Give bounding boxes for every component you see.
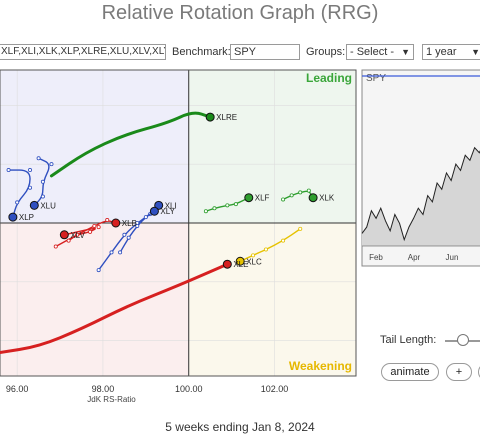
x-tick-label: 102.00 bbox=[261, 384, 289, 394]
period-select[interactable]: 1 year ▼ bbox=[422, 44, 480, 60]
series-point bbox=[233, 202, 238, 207]
plot-border bbox=[0, 69, 357, 377]
series-label: XLRE bbox=[216, 113, 237, 122]
spy-line bbox=[361, 146, 480, 242]
series-label: XLB bbox=[122, 219, 137, 228]
series-point bbox=[75, 232, 80, 237]
series-point bbox=[298, 190, 303, 195]
symbols-input[interactable]: XLF,XLI,XLK,XLP,XLRE,XLU,XLV,XLY bbox=[0, 44, 166, 60]
series-head bbox=[8, 212, 18, 222]
series-head bbox=[308, 193, 318, 203]
footer-date: 5 weeks ending Jan 8, 2024 bbox=[165, 420, 315, 434]
series-point bbox=[212, 206, 217, 211]
series-point bbox=[263, 247, 268, 252]
series-line bbox=[49, 111, 212, 178]
series-label: XLP bbox=[19, 213, 34, 222]
series-point bbox=[15, 200, 20, 205]
series-point bbox=[53, 244, 58, 249]
series-line bbox=[7, 169, 31, 218]
spy-chart-title: SPY bbox=[366, 73, 386, 84]
series-label: XLC bbox=[246, 257, 262, 266]
series-point bbox=[298, 226, 303, 231]
series-point bbox=[281, 197, 286, 202]
spy-tick-label: Apr bbox=[408, 253, 421, 262]
spy-tick-label: Feb bbox=[369, 253, 383, 262]
quadrant-improving bbox=[0, 70, 189, 223]
series-point bbox=[66, 238, 71, 243]
x-tick-label: 98.00 bbox=[92, 384, 115, 394]
series-point bbox=[49, 162, 54, 167]
quadrant-weakening bbox=[188, 223, 356, 376]
series-point bbox=[135, 223, 140, 228]
series-label: XLV bbox=[70, 231, 85, 240]
series-point bbox=[96, 268, 101, 273]
quadrant-leading bbox=[188, 70, 356, 223]
x-tick-label: 100.00 bbox=[175, 384, 203, 394]
x-axis-label: JdK RS-Ratio bbox=[87, 395, 136, 404]
series-point bbox=[289, 193, 294, 198]
series-point bbox=[109, 250, 114, 255]
series-point bbox=[306, 188, 311, 193]
groups-select-value: - Select - bbox=[350, 46, 395, 58]
animate-button[interactable]: animate bbox=[381, 363, 439, 381]
benchmark-input[interactable]: SPY bbox=[230, 44, 300, 60]
series-label: XLK bbox=[319, 194, 335, 203]
series-line bbox=[63, 227, 96, 242]
series-point bbox=[251, 253, 256, 258]
series-point bbox=[143, 215, 148, 220]
page-title: Relative Rotation Graph (RRG) bbox=[101, 2, 379, 24]
benchmark-label: Benchmark: bbox=[172, 46, 231, 58]
tail-length-slider-handle[interactable] bbox=[457, 334, 469, 346]
series-point bbox=[6, 168, 11, 173]
series-head bbox=[59, 230, 69, 240]
groups-select[interactable]: - Select - ▼ bbox=[346, 44, 414, 60]
series-point bbox=[203, 209, 208, 214]
series-head bbox=[29, 200, 39, 210]
series-point bbox=[88, 229, 93, 234]
spy-chart: SPY Feb Apr Jun bbox=[361, 69, 480, 267]
series-point bbox=[105, 218, 110, 223]
series-point bbox=[28, 168, 33, 173]
series-head bbox=[222, 259, 232, 269]
tail-length-label: Tail Length: bbox=[380, 334, 437, 346]
series-head bbox=[244, 193, 254, 203]
chevron-down-icon: ▼ bbox=[401, 47, 410, 57]
period-select-value: 1 year bbox=[426, 46, 457, 58]
series-head bbox=[149, 206, 159, 216]
series-point bbox=[118, 250, 123, 255]
series-point bbox=[96, 225, 101, 230]
series-label: XLF bbox=[255, 194, 270, 203]
quadrant-label-leading: Leading bbox=[306, 71, 352, 85]
series-point bbox=[225, 203, 230, 208]
series-point bbox=[36, 156, 41, 161]
series-label: XLI bbox=[165, 201, 177, 210]
series-line bbox=[0, 262, 229, 354]
spy-tick-label: Jun bbox=[446, 253, 459, 262]
series-head bbox=[154, 200, 164, 210]
series-point bbox=[92, 223, 97, 228]
spy-area bbox=[362, 147, 480, 246]
series-point bbox=[28, 185, 33, 190]
series-head bbox=[235, 256, 245, 266]
series-line bbox=[33, 157, 50, 207]
series-point bbox=[40, 179, 45, 184]
series-label: XLE bbox=[233, 260, 248, 269]
series-point bbox=[281, 238, 286, 243]
series-head bbox=[205, 112, 215, 122]
series-point bbox=[126, 235, 131, 240]
series-label: XLY bbox=[160, 207, 175, 216]
series-point bbox=[40, 194, 45, 199]
groups-label: Groups: bbox=[306, 46, 346, 58]
x-tick-label: 96.00 bbox=[6, 384, 29, 394]
quadrant-lagging bbox=[0, 223, 189, 376]
add-tail-button[interactable]: + bbox=[446, 363, 472, 381]
series-point bbox=[122, 232, 127, 237]
quadrant-label-weakening: Weakening bbox=[289, 359, 352, 373]
series-label: XLU bbox=[40, 201, 56, 210]
series-head bbox=[111, 218, 121, 228]
chevron-down-icon: ▼ bbox=[471, 47, 480, 57]
